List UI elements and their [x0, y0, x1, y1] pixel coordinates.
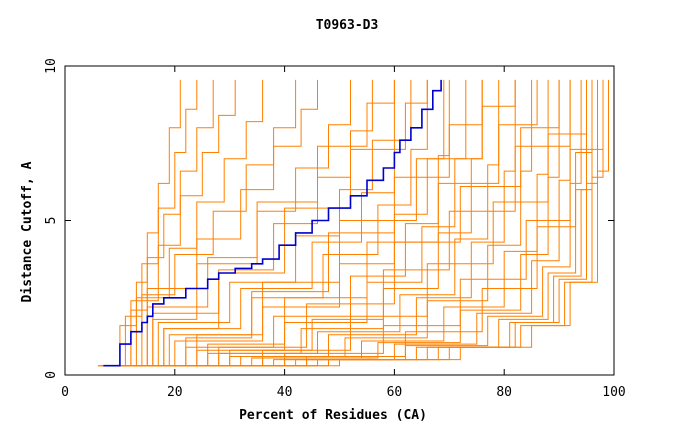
- series-line-6: [103, 79, 297, 367]
- x-axis-label: Percent of Residues (CA): [239, 408, 427, 423]
- series-line-32: [130, 79, 483, 367]
- y-tick-label: 10: [44, 58, 59, 74]
- x-tick-label: 60: [387, 385, 403, 400]
- y-axis-label: Distance Cutoff, A: [20, 161, 35, 302]
- x-tick-label: 20: [167, 385, 183, 400]
- series-line-35: [119, 79, 428, 367]
- series-layer: [97, 79, 609, 367]
- x-tick-label: 80: [496, 385, 512, 400]
- series-line-5: [103, 79, 264, 367]
- highlight-layer: [103, 79, 442, 367]
- series-line-20: [152, 79, 549, 367]
- series-line-28: [196, 79, 609, 367]
- y-tick-label: 5: [44, 217, 59, 225]
- x-tick-label: 100: [602, 385, 625, 400]
- series-line-7: [103, 79, 318, 367]
- x-tick-label: 0: [61, 385, 69, 400]
- series-line-37: [202, 79, 593, 367]
- series-line-31: [141, 79, 538, 367]
- chart-title: T0963-D3: [316, 18, 379, 33]
- series-line-34: [185, 79, 604, 367]
- series-line-2: [97, 79, 198, 367]
- series-line-38: [147, 79, 516, 367]
- series-line-4: [100, 79, 236, 367]
- ticks-layer: 0 20 40 60 80 100 0 5 10: [44, 58, 626, 400]
- series-line-29: [163, 79, 571, 367]
- series-line-1: [97, 79, 181, 367]
- highlight-series-line: [103, 79, 442, 367]
- series-line-22: [163, 79, 571, 367]
- series-line-36: [114, 79, 395, 367]
- series-line-33: [174, 79, 587, 367]
- y-tick-label: 0: [44, 371, 59, 379]
- series-line-26: [185, 79, 598, 367]
- x-tick-label: 40: [277, 385, 293, 400]
- series-line-27: [191, 79, 604, 367]
- series-line-12: [111, 79, 428, 367]
